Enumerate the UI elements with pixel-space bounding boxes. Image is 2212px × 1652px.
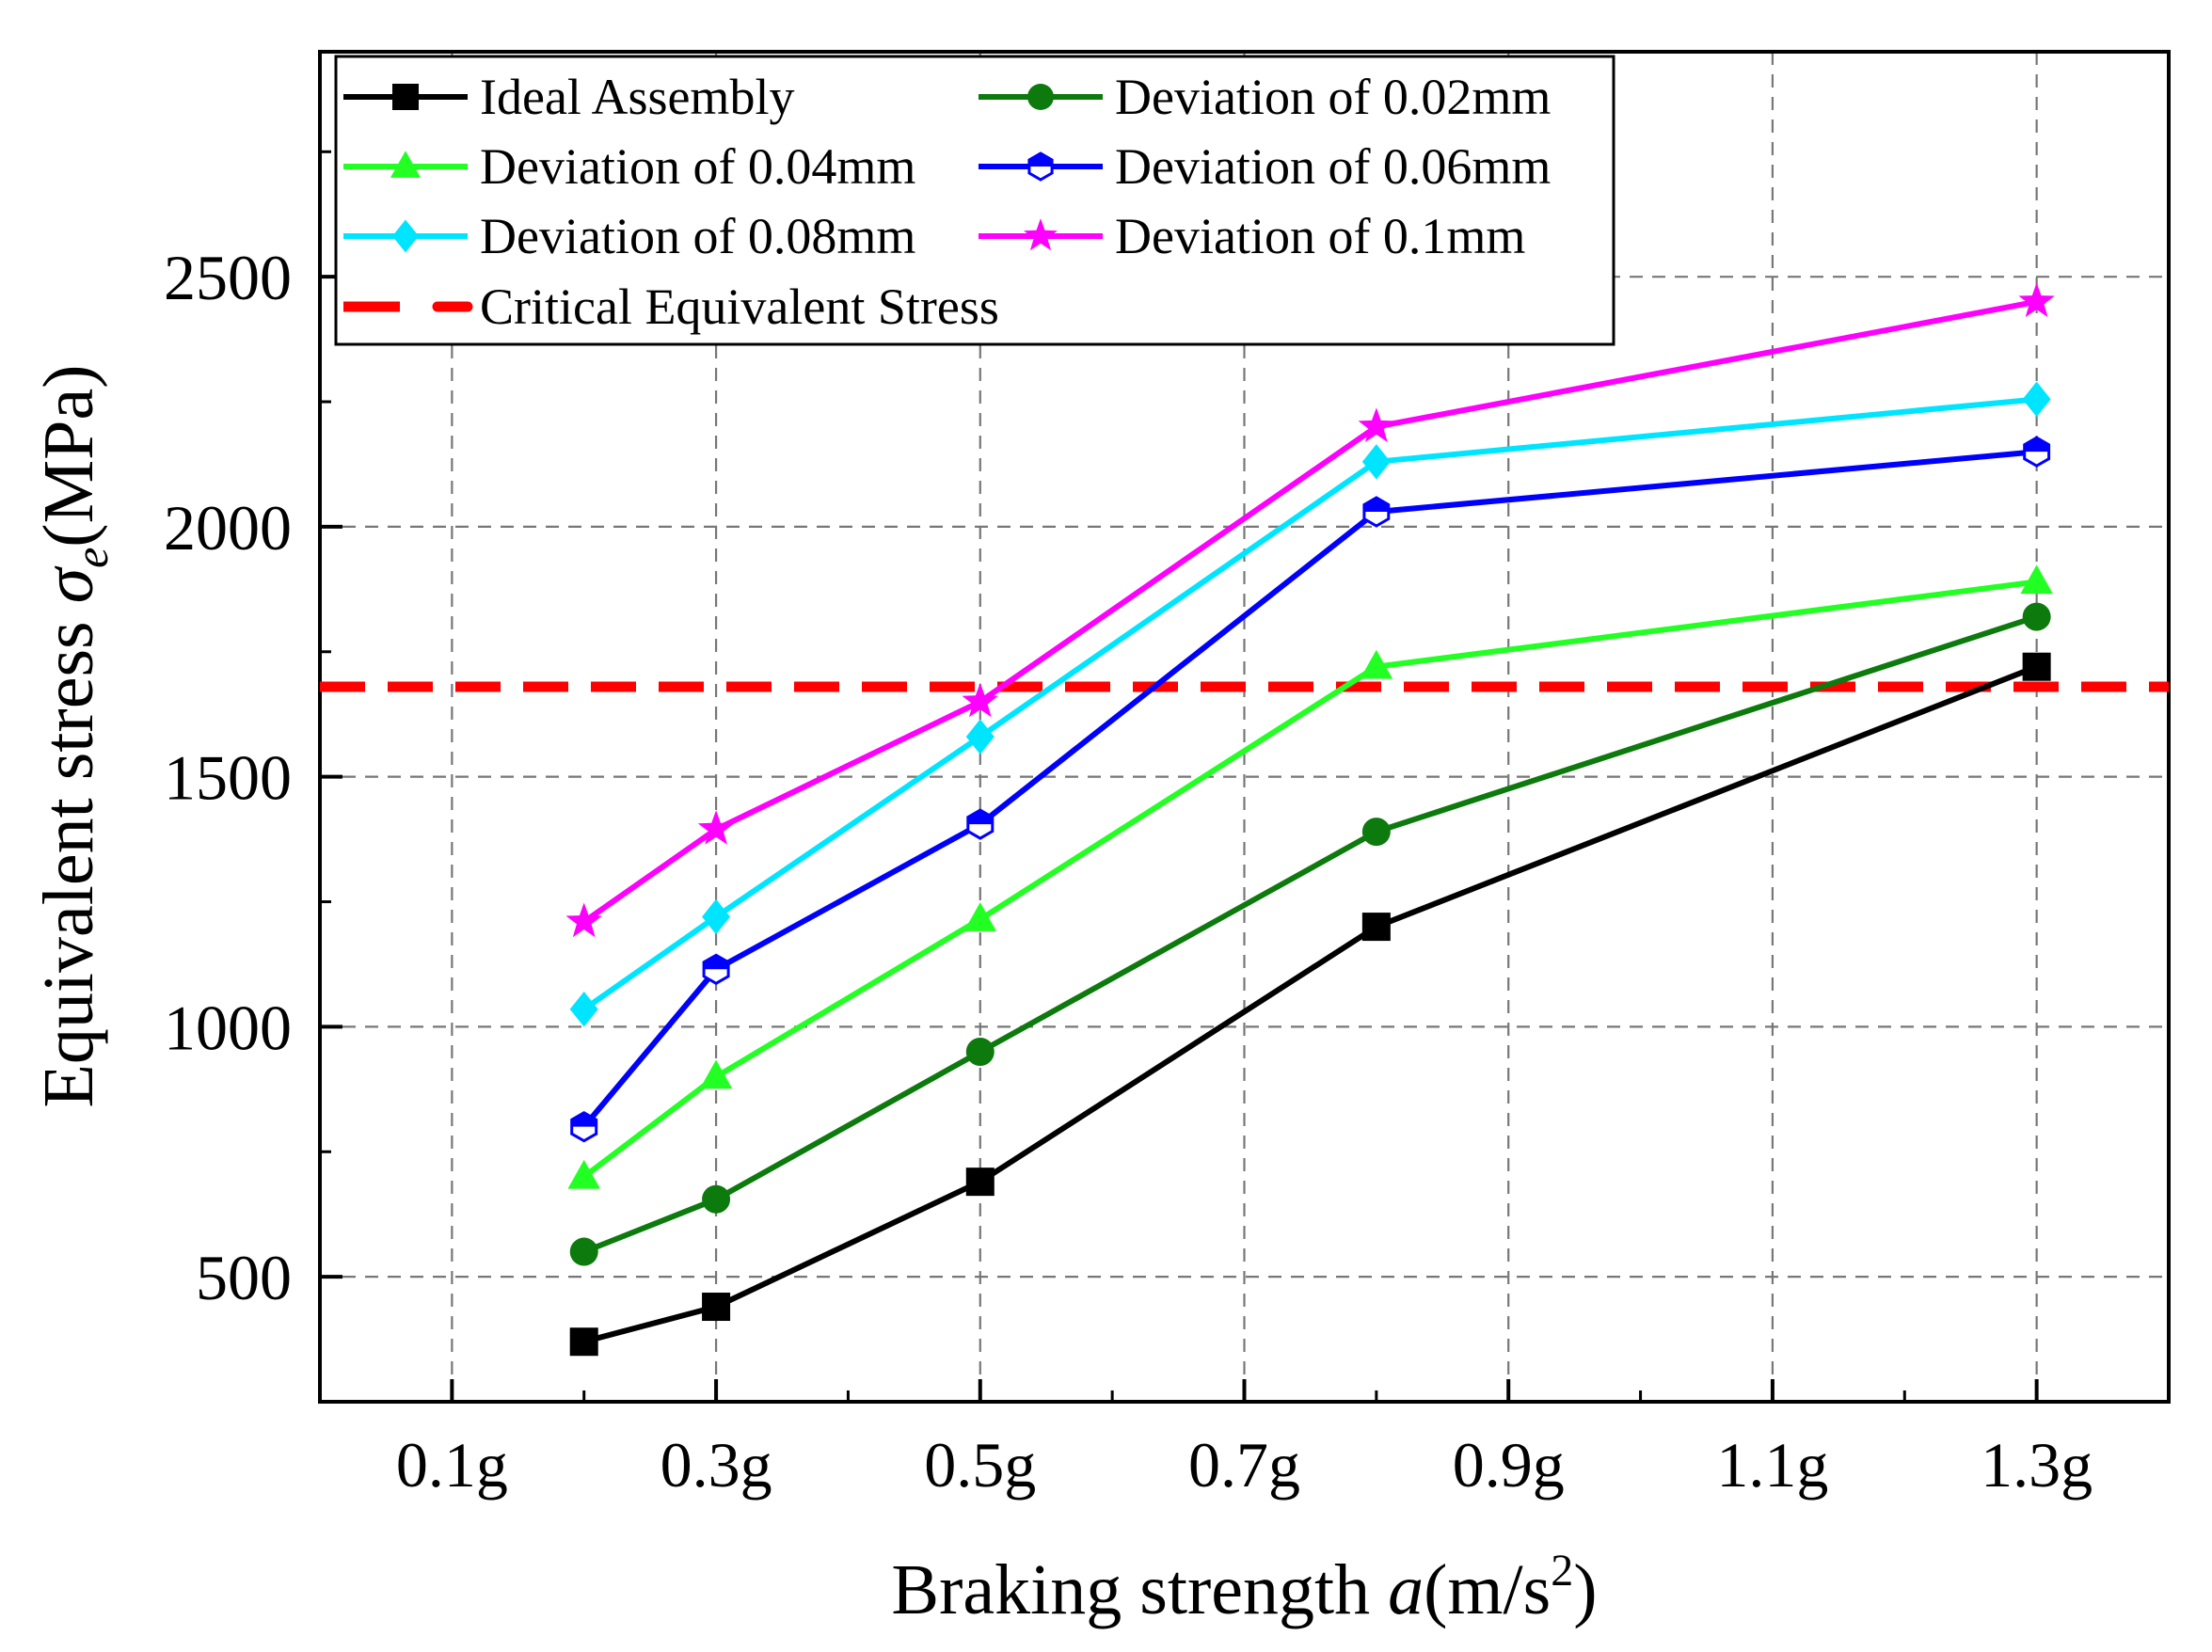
y-axis-label-unit: (MPa) <box>29 364 108 547</box>
legend-label: Deviation of 0.1mm <box>1115 208 1525 264</box>
legend-label: Deviation of 0.04mm <box>480 138 915 195</box>
legend-swatch-marker <box>392 219 419 253</box>
series-line <box>582 663 2038 1345</box>
legend-item: Deviation of 0.08mm <box>343 208 915 264</box>
data-point <box>1361 818 1391 847</box>
x-tick-label: 0.1g <box>396 1429 508 1501</box>
legend-swatch-marker <box>1024 218 1058 251</box>
legend-label: Critical Equivalent Stress <box>480 278 999 335</box>
data-point <box>965 1168 995 1197</box>
data-point <box>569 1327 598 1357</box>
data-point <box>2022 652 2051 681</box>
data-point <box>962 682 998 718</box>
grid-lines <box>320 52 2169 1402</box>
x-axis-label-close: ) <box>1573 1550 1597 1629</box>
data-point <box>702 1293 731 1322</box>
y-axis-label-var: σ <box>29 565 108 603</box>
x-tick-label: 0.7g <box>1188 1429 1300 1501</box>
legend-item: Deviation of 0.04mm <box>343 138 915 195</box>
legend-item: Deviation of 0.02mm <box>979 69 1551 125</box>
series-2 <box>567 564 2053 1189</box>
series-4 <box>569 381 2051 1027</box>
data-point <box>966 808 995 840</box>
data-point <box>1358 407 1395 442</box>
y-tick-label: 2000 <box>164 492 292 564</box>
data-point <box>702 898 731 935</box>
marker-fill <box>2024 437 2049 453</box>
x-tick-label: 0.3g <box>660 1429 772 1501</box>
x-tick-label: 1.1g <box>1716 1429 1828 1501</box>
legend-item: Ideal Assembly <box>343 69 794 125</box>
data-point <box>1362 496 1391 528</box>
data-point <box>570 1110 598 1143</box>
x-axis-label-text: Braking strength <box>891 1550 1388 1629</box>
series-1 <box>569 602 2051 1266</box>
data-point <box>965 719 995 755</box>
legend-box <box>334 55 1615 346</box>
y-axis-label: Equivalent stress σe(MPa) <box>29 364 118 1107</box>
data-point <box>1361 913 1391 942</box>
data-point <box>965 1037 995 1066</box>
legend-swatch-marker <box>392 84 419 110</box>
data-point <box>702 1184 731 1214</box>
marker-fill <box>1028 153 1053 167</box>
series-5 <box>565 282 2055 938</box>
marker-fill <box>967 810 993 825</box>
legend-item: Critical Equivalent Stress <box>343 278 999 335</box>
data-point <box>569 992 598 1027</box>
legend-swatch-marker <box>1027 151 1054 182</box>
data-point <box>2022 602 2051 631</box>
series-0 <box>569 652 2051 1357</box>
data-point <box>569 1237 598 1266</box>
data-point <box>963 902 997 931</box>
y-tick-label: 500 <box>196 1242 292 1313</box>
y-axis-label-sub: e <box>65 548 118 568</box>
marker-fill <box>571 1112 597 1127</box>
legend-swatch-marker <box>390 151 422 178</box>
legend-item: Deviation of 0.1mm <box>979 208 1525 264</box>
y-tick-label: 1000 <box>164 992 292 1063</box>
data-point <box>565 902 602 938</box>
data-point <box>2023 436 2051 468</box>
legend: Ideal Assembly Deviation of 0.02mm Deviati… <box>334 55 1615 346</box>
x-axis-label-var: a <box>1388 1550 1424 1629</box>
x-tick-label: 1.3g <box>1981 1429 2093 1501</box>
data-point <box>699 1059 733 1089</box>
legend-label: Deviation of 0.02mm <box>1115 69 1551 125</box>
legend-label: Deviation of 0.08mm <box>480 208 915 264</box>
y-tick-label: 1500 <box>164 742 292 814</box>
data-point <box>2018 282 2055 318</box>
ticks <box>320 150 2039 1404</box>
legend-label: Ideal Assembly <box>480 69 794 125</box>
data-point <box>1361 444 1391 480</box>
series-3 <box>570 436 2051 1143</box>
legend-swatch-marker <box>1027 84 1054 110</box>
data-point <box>567 1159 600 1189</box>
marker-fill <box>1363 497 1389 512</box>
x-tick-label: 0.5g <box>924 1429 1036 1501</box>
legend-item: Deviation of 0.06mm <box>979 138 1551 195</box>
data-point <box>702 953 730 986</box>
data-point <box>2020 564 2053 595</box>
marker-fill <box>704 955 729 970</box>
y-axis-label-text: Equivalent stress <box>29 603 108 1107</box>
x-tick-label: 0.9g <box>1453 1429 1565 1501</box>
legend-label: Deviation of 0.06mm <box>1115 138 1551 195</box>
series-line <box>581 579 2037 1180</box>
data-point <box>2022 381 2051 418</box>
series-line <box>581 396 2037 1012</box>
x-axis-label-unit: (m/s <box>1424 1550 1551 1629</box>
data-point <box>697 810 735 845</box>
x-axis-label-sup: 2 <box>1551 1546 1573 1596</box>
y-tick-label: 2500 <box>164 242 292 313</box>
x-axis-label: Braking strength a(m/s2) <box>891 1546 1597 1629</box>
data-point <box>1360 649 1393 679</box>
